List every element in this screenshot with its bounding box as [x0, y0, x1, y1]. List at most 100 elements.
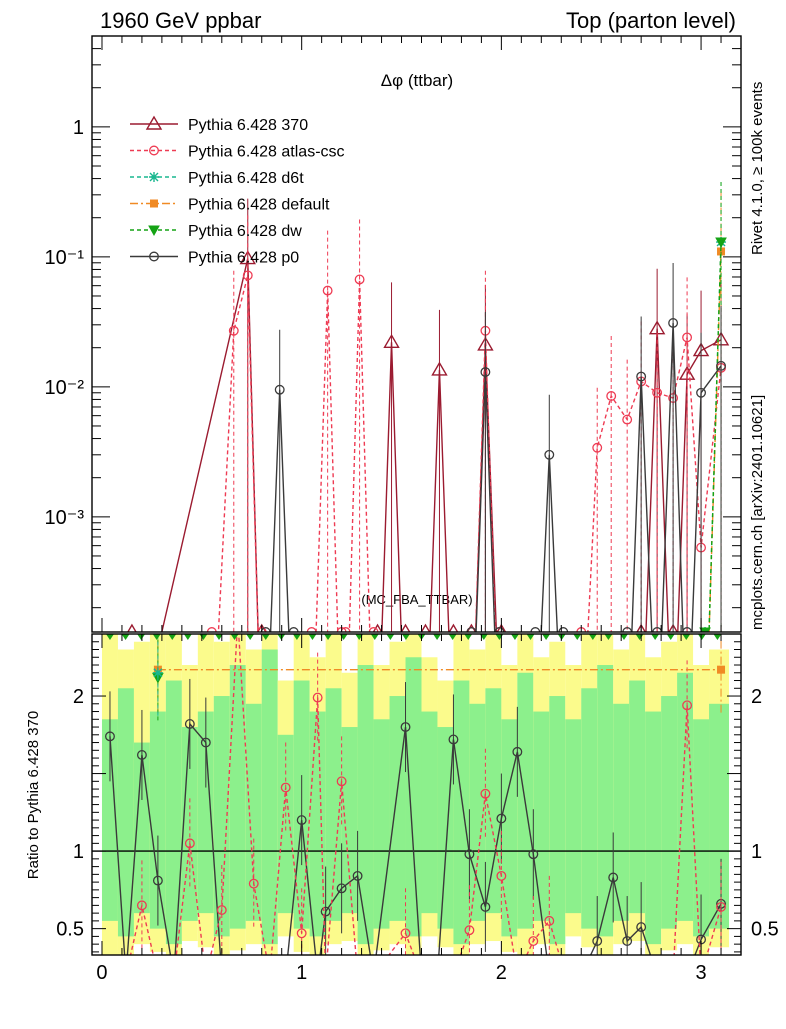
green-band-bin [581, 688, 598, 929]
ratio-edge-marker [308, 634, 317, 640]
ratio-edge-marker [448, 634, 457, 640]
green-band-bin [389, 696, 406, 921]
ratio-line-pythia-6-428-p0 [109, 722, 722, 955]
ratio-marker-pythia-6-428-atlas-csc [464, 925, 475, 936]
ratio-marker-pythia-6-428-atlas-csc [280, 782, 291, 793]
ratio-marker-pythia-6-428-p0 [512, 746, 523, 757]
header-right: Top (parton level) [566, 8, 736, 33]
marker-pythia-6-428-370 [383, 333, 400, 349]
main-frame [91, 35, 742, 633]
ratio-marker-pythia-6-428-p0 [592, 936, 603, 946]
green-band-bin [597, 665, 614, 937]
ratio-marker-pythia-6-428-p0 [200, 737, 211, 748]
marker-pythia-6-428-370 [239, 250, 256, 265]
marker-pythia-6-428-atlas-csc [354, 274, 365, 285]
marker-pythia-6-428-atlas-csc [606, 391, 617, 401]
main-series-layer [127, 182, 730, 632]
marker-pythia-6-428-p0 [274, 384, 285, 395]
marker-pythia-6-428-p0 [480, 367, 491, 377]
plot-title: Δφ (ttbar) [381, 71, 453, 90]
ratio-edge-marker [152, 634, 161, 640]
ratio-marker-pythia-6-428-p0 [320, 906, 331, 917]
marker-pythia-6-428-atlas-csc [368, 627, 379, 632]
marker-pythia-6-428-370 [466, 623, 477, 632]
legend: Pythia 6.428 370 Pythia 6.428 atlas-csc Py… [130, 115, 345, 267]
ratio-marker-pythia-6-428-p0 [608, 872, 619, 883]
marker-pythia-6-428-p0 [288, 627, 299, 632]
green-band-bin [101, 719, 118, 921]
ratio-marker-pythia-6-428-atlas-csc [184, 838, 195, 849]
legend-marker [145, 115, 163, 130]
ratio-edge-marker [542, 634, 551, 640]
marker-pythia-6-428-p0 [260, 627, 271, 632]
marker-pythia-6-428-370 [127, 623, 137, 632]
ratio-marker-pythia-6-428-p0 [464, 849, 475, 860]
green-band-bin [629, 680, 646, 914]
green-band-bin [661, 696, 678, 929]
ratio-marker-pythia-6-428-atlas-csc [544, 915, 555, 926]
green-band-bin [565, 719, 582, 914]
marker-pythia-6-428-p0 [716, 360, 726, 371]
legend-label: Pythia 6.428 370 [188, 117, 308, 134]
green-band-bin [693, 719, 710, 937]
marker-pythia-6-428-370 [668, 623, 678, 632]
ratio-line-pythia-6-428-atlas-csc [129, 634, 722, 955]
green-band-bin [613, 703, 630, 921]
marker-pythia-6-428-p0 [652, 627, 663, 632]
main-ytick-label: 10⁻³ [45, 507, 85, 529]
marker-pythia-6-428-370 [256, 623, 267, 632]
marker-pythia-6-428-dw [715, 237, 727, 249]
legend-marker [148, 225, 160, 237]
green-band-bin [309, 711, 326, 937]
ratio-marker-pythia-6-428-p0 [400, 722, 411, 732]
legend-item-pythia-6-428-atlas-csc: Pythia 6.428 atlas-csc [130, 144, 345, 161]
marker-pythia-6-428-atlas-csc [682, 332, 693, 343]
mcplots-label: mcplots.cern.ch [arXiv:2401.10621] [749, 395, 766, 630]
ratio-marker-pythia-6-428-p0 [496, 813, 507, 824]
green-band-bin [165, 680, 182, 945]
marker-pythia-6-428-p0 [530, 627, 541, 632]
ratio-edge-marker [433, 634, 442, 640]
ratio-marker-pythia-6-428-atlas-csc [296, 928, 307, 939]
marker-pythia-6-428-p0 [466, 627, 477, 632]
ratio-marker-pythia-6-428-p0 [152, 875, 163, 886]
ratio-edge-marker [651, 634, 660, 640]
main-ytick-label: 1 [73, 117, 84, 139]
legend-label: Pythia 6.428 dw [188, 223, 302, 240]
marker-pythia-6-428-atlas-csc [242, 270, 253, 281]
ratio-marker-pythia-6-428-p0 [622, 936, 633, 946]
ratio-edge-marker [261, 634, 270, 640]
plot-watermark: (MC_FBA_TTBAR) [361, 592, 472, 607]
legend-label: Pythia 6.428 p0 [188, 250, 299, 267]
ratio-plot: 0 1 2 3 0.5 0.5 1 1 2 2 [56, 633, 779, 984]
marker-pythia-6-428-370 [636, 623, 647, 632]
marker-pythia-6-428-atlas-csc [340, 627, 351, 632]
ratio-marker-pythia-6-428-p0 [528, 849, 539, 860]
ratio-marker-pythia-6-428-atlas-csc [248, 878, 259, 889]
legend-label: Pythia 6.428 default [188, 197, 330, 214]
green-band-bin [549, 696, 566, 945]
green-band-bin [197, 711, 214, 914]
green-band-bin [709, 703, 730, 929]
green-band-bin [533, 711, 550, 921]
marker-pythia-6-428-atlas-csc [322, 285, 333, 296]
ratio-marker-pythia-6-428-atlas-csc [716, 901, 726, 912]
legend-marker [149, 251, 159, 262]
marker-pythia-6-428-atlas-csc [622, 414, 633, 425]
ratio-edge-marker [526, 634, 535, 640]
green-band-bin [645, 711, 662, 945]
ratio-xtick-label: 0 [96, 962, 107, 984]
legend-item-pythia-6-428-p0: Pythia 6.428 p0 [130, 250, 299, 267]
ratio-marker-pythia-6-428-p0 [480, 901, 491, 912]
marker-pythia-6-428-370 [431, 361, 448, 376]
green-band-bin [277, 734, 294, 914]
ratio-marker-pythia-6-428-atlas-csc [480, 788, 491, 799]
ratio-ytick-label: 1 [73, 841, 84, 863]
marker-pythia-6-428-atlas-csc [592, 442, 603, 453]
legend-marker [149, 145, 159, 156]
marker-pythia-6-428-p0 [696, 387, 707, 398]
ratio-edge-marker [246, 634, 255, 640]
legend-item-pythia-6-428-370: Pythia 6.428 370 [130, 115, 308, 134]
green-band-bin [149, 711, 166, 929]
green-band-bin [373, 719, 390, 929]
